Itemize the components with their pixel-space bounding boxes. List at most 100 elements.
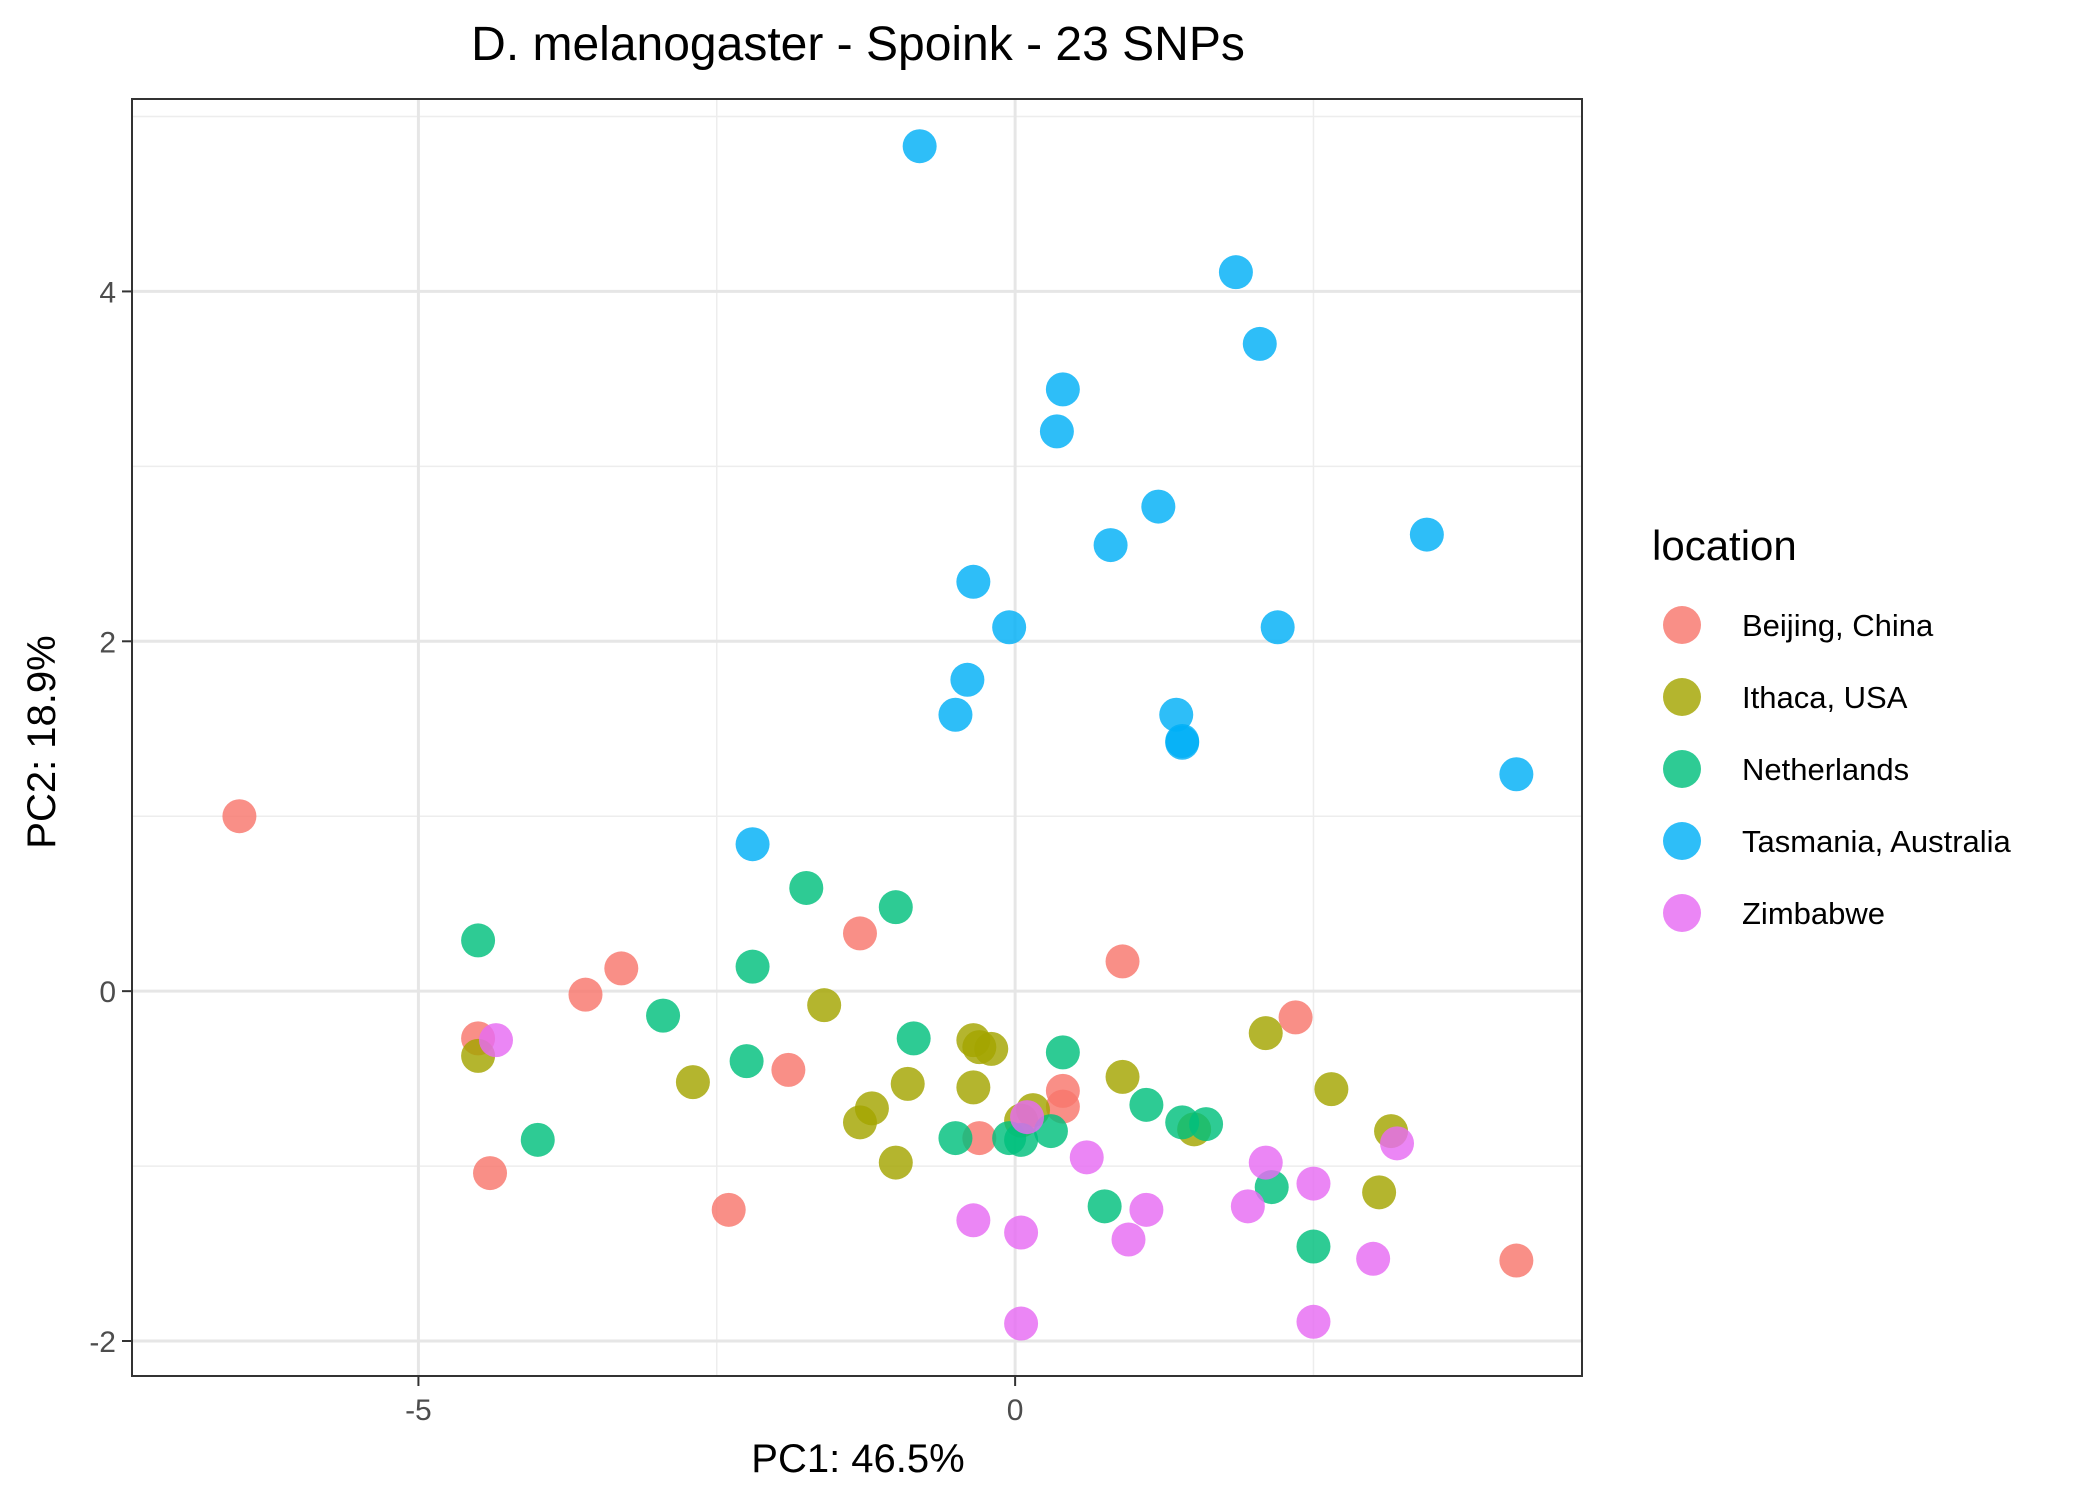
legend-label: Netherlands bbox=[1742, 752, 1909, 787]
legend-item: Zimbabwe bbox=[1663, 894, 1885, 932]
legend-item: Beijing, China bbox=[1663, 606, 1934, 644]
series-3 bbox=[735, 129, 1534, 862]
legend-key bbox=[1663, 606, 1701, 644]
data-point bbox=[1314, 1072, 1349, 1107]
legend-key bbox=[1663, 894, 1701, 932]
y-tick-label: -2 bbox=[89, 1326, 116, 1359]
data-point bbox=[878, 1145, 913, 1180]
data-point bbox=[1380, 1126, 1415, 1161]
data-point bbox=[461, 923, 496, 958]
data-point bbox=[1230, 1189, 1265, 1224]
legend-label: Beijing, China bbox=[1742, 608, 1934, 643]
data-point bbox=[1069, 1140, 1104, 1175]
x-tick-label: 0 bbox=[1007, 1394, 1024, 1427]
legend-key bbox=[1663, 678, 1701, 716]
data-point bbox=[1499, 757, 1534, 792]
legend-label: Zimbabwe bbox=[1742, 896, 1885, 931]
data-point bbox=[938, 1121, 973, 1156]
data-point bbox=[1409, 517, 1444, 552]
data-point bbox=[520, 1122, 555, 1157]
data-point bbox=[1010, 1100, 1045, 1135]
data-point bbox=[890, 1066, 925, 1101]
data-point bbox=[604, 951, 639, 986]
data-point bbox=[1218, 255, 1253, 290]
legend-item: Ithaca, USA bbox=[1663, 678, 1908, 716]
data-point bbox=[950, 662, 985, 697]
legend-key bbox=[1663, 822, 1701, 860]
data-point bbox=[473, 1156, 508, 1191]
series-4 bbox=[478, 1023, 1415, 1341]
x-axis-ticks: -5 0 bbox=[405, 1376, 1023, 1427]
data-point bbox=[789, 870, 824, 905]
data-point bbox=[962, 1121, 997, 1156]
data-point bbox=[1296, 1304, 1331, 1339]
data-point bbox=[974, 1031, 1009, 1066]
plot-panel bbox=[131, 98, 1583, 1377]
data-point bbox=[1105, 1059, 1140, 1094]
data-point bbox=[956, 1070, 991, 1105]
x-tick-label: -5 bbox=[405, 1394, 432, 1427]
data-point bbox=[568, 977, 603, 1012]
data-point bbox=[1248, 1145, 1283, 1180]
data-point bbox=[478, 1023, 513, 1058]
data-point bbox=[711, 1192, 746, 1227]
grid-minor bbox=[132, 99, 1582, 1376]
data-point bbox=[675, 1065, 710, 1100]
legend-item: Netherlands bbox=[1663, 750, 1909, 788]
data-point bbox=[1248, 1016, 1283, 1051]
legend-key bbox=[1663, 750, 1701, 788]
y-tick-label: 0 bbox=[99, 976, 116, 1009]
legend: location Beijing, China Ithaca, USA Nether… bbox=[1652, 522, 2012, 932]
data-point bbox=[1087, 1189, 1122, 1224]
data-point bbox=[1045, 372, 1080, 407]
data-point bbox=[878, 890, 913, 925]
data-point bbox=[1356, 1241, 1391, 1276]
data-point bbox=[771, 1052, 806, 1087]
data-point bbox=[1242, 326, 1277, 361]
data-point bbox=[1129, 1192, 1164, 1227]
data-point bbox=[1004, 1215, 1039, 1250]
legend-label: Ithaca, USA bbox=[1742, 680, 1908, 715]
data-point bbox=[1499, 1243, 1534, 1278]
data-point bbox=[1165, 725, 1200, 760]
data-point bbox=[1260, 610, 1295, 645]
data-point bbox=[938, 697, 973, 732]
data-point bbox=[735, 827, 770, 862]
data-points bbox=[222, 129, 1534, 1341]
data-point bbox=[1129, 1087, 1164, 1122]
y-tick-label: 4 bbox=[99, 276, 116, 309]
data-point bbox=[1296, 1166, 1331, 1201]
legend-label: Tasmania, Australia bbox=[1742, 824, 2012, 859]
legend-items: Beijing, China Ithaca, USA Netherlands Tasm… bbox=[1663, 606, 2012, 932]
data-point bbox=[956, 564, 991, 599]
data-point bbox=[1296, 1229, 1331, 1264]
data-point bbox=[729, 1044, 764, 1079]
panel-border bbox=[131, 98, 1583, 1377]
data-point bbox=[222, 799, 257, 834]
data-point bbox=[1111, 1222, 1146, 1257]
data-point bbox=[646, 998, 681, 1033]
data-point bbox=[1278, 1000, 1313, 1035]
y-axis-ticks: -2 0 2 4 bbox=[89, 276, 132, 1359]
grid-major bbox=[132, 99, 1582, 1376]
y-axis-title: PC2: 18.9% bbox=[20, 635, 64, 848]
data-point bbox=[1159, 697, 1194, 732]
data-point bbox=[902, 129, 937, 164]
data-point bbox=[854, 1091, 889, 1126]
data-point bbox=[1004, 1306, 1039, 1341]
data-point bbox=[1362, 1175, 1397, 1210]
data-point bbox=[1105, 944, 1140, 979]
legend-title: location bbox=[1652, 522, 1797, 569]
data-point bbox=[1093, 528, 1128, 563]
x-axis-title: PC1: 46.5% bbox=[751, 1437, 964, 1481]
data-point bbox=[735, 949, 770, 984]
chart-title: D. melanogaster - Spoink - 23 SNPs bbox=[471, 18, 1245, 71]
data-point bbox=[1039, 414, 1074, 449]
data-point bbox=[1189, 1107, 1224, 1142]
data-point bbox=[992, 610, 1027, 645]
data-point bbox=[896, 1021, 931, 1056]
data-point bbox=[1045, 1035, 1080, 1070]
data-point bbox=[807, 988, 842, 1023]
y-tick-label: 2 bbox=[99, 626, 116, 659]
